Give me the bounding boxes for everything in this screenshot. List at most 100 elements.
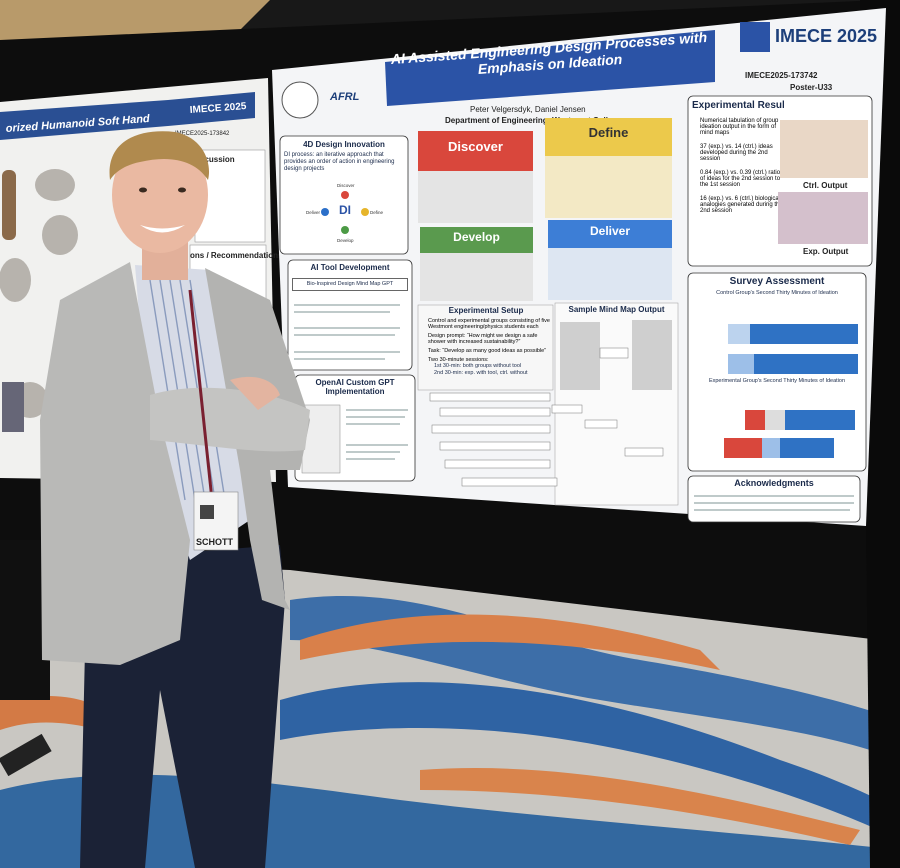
setup-item: Control and experimental groups consisti…: [428, 318, 552, 330]
di-label: Discover: [337, 183, 355, 188]
mind-map-column: [560, 322, 600, 390]
di-label: Deliver: [306, 210, 321, 215]
hand-image: [2, 382, 24, 432]
text-box: AI Tool Development Bio-Inspired Design …: [292, 263, 408, 291]
badge-code: [200, 505, 214, 519]
survey-bar: [765, 410, 785, 430]
text-box: Sample Mind Map Output: [568, 305, 665, 314]
ctrl-output-image: [780, 120, 868, 178]
phase-table: [418, 171, 533, 223]
section-heading: Experimental Results: [692, 100, 784, 111]
mind-map-node: [584, 419, 618, 429]
tool-name: Bio-Inspired Design Mind Map GPT: [292, 278, 408, 291]
phase-title: Define: [588, 126, 629, 140]
setup-item: Design prompt: “How might we design a sa…: [428, 333, 552, 345]
badge-text: SCHOTT: [196, 537, 234, 547]
di-dot: [361, 208, 369, 216]
college-seal: [281, 81, 319, 119]
conference-name: IMECE 2025: [775, 26, 877, 46]
di-label: Define: [370, 210, 384, 215]
text-box: Discover: [448, 140, 503, 154]
carpet-stripe: [280, 682, 900, 840]
section-heading: Sample Mind Map Output: [568, 305, 665, 314]
paper-id: IMECE2025-173742: [745, 71, 818, 80]
section-heading: AI Tool Development: [310, 263, 390, 272]
left-section-heading: ons / Recommendations: [190, 251, 283, 260]
mind-map-node: [444, 459, 551, 469]
results-item: Numerical tabulation of group ideation o…: [700, 118, 784, 136]
setup-item: Two 30-minute sessions:: [428, 357, 552, 363]
text-box: Experimental Setup Control and experimen…: [420, 306, 552, 390]
survey-bar: [728, 354, 858, 374]
survey-subheading: Experimental Group's Second Thirty Minut…: [708, 378, 846, 384]
hand-images: [0, 169, 78, 432]
section-heading: Survey Assessment: [729, 276, 825, 287]
text-box: OpenAI Custom GPT Implementation: [315, 378, 395, 397]
phase-header: [420, 227, 533, 253]
results-item: 37 (exp.) vs. 14 (ctrl.) ideas developed…: [700, 144, 784, 162]
survey-bar: [728, 354, 754, 374]
person-face: [112, 137, 208, 253]
text-lines: [694, 495, 854, 511]
floor-object: [0, 733, 52, 777]
badge: [193, 491, 239, 551]
phase-header: [548, 220, 672, 248]
phase-table: [420, 253, 533, 301]
text-box: 4D Design Innovation DI process: an iter…: [284, 140, 395, 172]
carpet-stripe: [300, 614, 720, 670]
text-lines: [346, 409, 408, 460]
mind-map-column: [632, 320, 672, 390]
survey-bar: [762, 438, 780, 458]
text-box: Deliver: [589, 225, 631, 238]
conference-logo: [740, 22, 770, 52]
text-box: Acknowledgments: [734, 478, 814, 488]
di-center: DI: [339, 203, 351, 217]
shirt-stripe: [149, 279, 186, 501]
left-banner: [168, 92, 255, 126]
carpet-stripe: [420, 768, 860, 845]
mind-map-node: [431, 424, 551, 434]
mind-map-node: [429, 392, 551, 402]
results-item: 16 (exp.) vs. 6 (ctrl.) biological analo…: [700, 196, 784, 214]
text-box: Develop: [453, 231, 500, 244]
mind-map-node: [461, 477, 558, 487]
section-heading: OpenAI Custom GPT Implementation: [315, 378, 395, 397]
di-dot: [341, 226, 349, 234]
phase-title: Deliver: [589, 225, 631, 238]
person-jacket-left: [40, 262, 190, 665]
mind-map-node: [551, 404, 583, 414]
survey-bar: [745, 410, 765, 430]
title-banner: [385, 30, 715, 106]
left-poster-id: IMECE2025-173842: [175, 131, 230, 137]
section-text: DI process: an iterative approach that p…: [284, 152, 395, 172]
person-eye: [139, 187, 147, 193]
hand-image: [2, 170, 16, 240]
phase-header: [418, 131, 533, 171]
person-smile: [140, 225, 185, 233]
survey-bar: [724, 438, 762, 458]
setup-subitem: 2nd 30-min: exp. with tool, ctrl. withou…: [434, 369, 528, 376]
mind-map-node: [439, 407, 551, 417]
text-box: Experimental Results Numerical tabulatio…: [692, 100, 784, 264]
person-eye: [178, 187, 186, 193]
poster-id: Poster-U33: [790, 83, 833, 92]
phase-title: Develop: [453, 231, 500, 244]
di-label: Develop: [337, 238, 354, 243]
text-box: Experimental Group's Second Thirty Minut…: [708, 378, 846, 384]
mind-map-node: [624, 447, 664, 457]
left-section-heading: scussion: [200, 155, 235, 164]
di-dot: [321, 208, 329, 216]
section-heading: Acknowledgments: [734, 478, 814, 488]
results-list: Numerical tabulation of group ideation o…: [692, 118, 784, 214]
hand-image: [42, 215, 78, 255]
section-heading: 4D Design Innovation: [303, 140, 385, 149]
survey-bar: [728, 324, 750, 344]
lanyard: [188, 289, 214, 501]
authors: Peter Velgersdyk, Daniel Jensen: [470, 105, 586, 114]
survey-subheading: Control Group's Second Thirty Minutes of…: [716, 289, 838, 296]
person-arms: [150, 387, 310, 452]
affiliation: Department of Engineering, Westmont Coll…: [445, 116, 622, 125]
left-banner: [0, 100, 168, 140]
